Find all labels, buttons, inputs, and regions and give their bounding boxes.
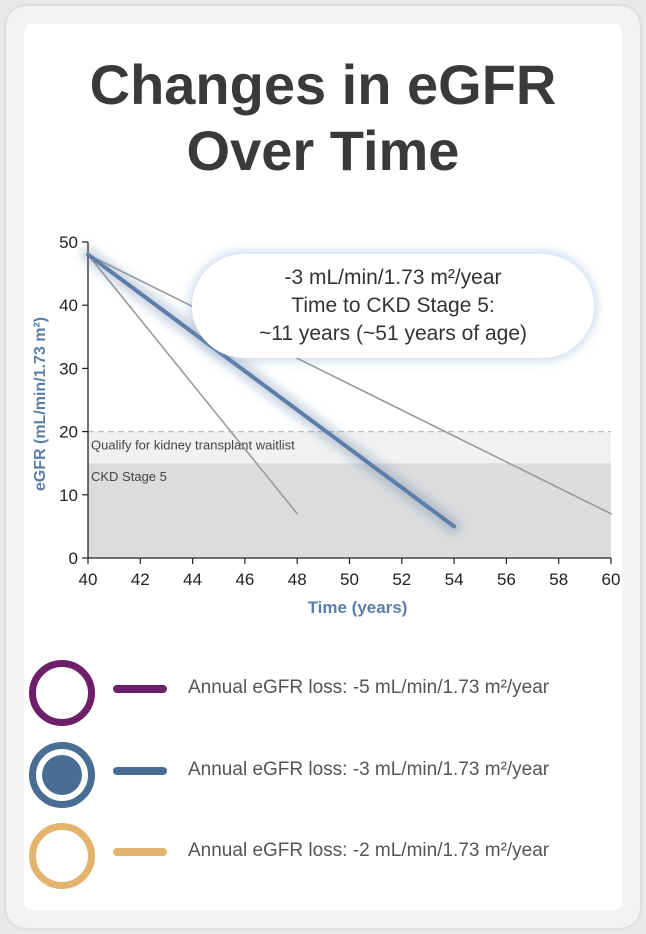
band-label-0: Qualify for kidney transplant waitlist	[91, 438, 295, 453]
y-tick-label: 40	[59, 296, 78, 315]
band-label-1: CKD Stage 5	[91, 469, 167, 484]
legend-label: Annual eGFR loss: -2 mL/min/1.73 m²/year	[188, 840, 550, 861]
y-tick-label: 0	[69, 549, 78, 568]
x-tick-label: 46	[235, 570, 254, 589]
legend-line-swatch	[113, 685, 167, 693]
series-line-1	[87, 253, 612, 515]
y-axis-label: eGFR (mL/min/1.73 m²)	[32, 317, 49, 491]
legend-label: Annual eGFR loss: -3 mL/min/1.73 m²/year	[188, 759, 550, 780]
callout-time: ~11 years (~51 years of age)	[258, 322, 528, 345]
title-line-1: Changes in eGFR	[89, 53, 557, 116]
legend-item-2: Annual eGFR loss: -2 mL/min/1.73 m²/year	[26, 821, 626, 891]
callout-stage-label: Time to CKD Stage 5:	[291, 294, 495, 317]
series-line-2	[86, 252, 457, 529]
legend-ring-icon	[29, 742, 95, 808]
legend-line-swatch	[113, 767, 167, 775]
x-tick-label: 60	[602, 570, 621, 589]
egfr-chart: Qualify for kidney transplant waitlist CK…	[32, 233, 621, 617]
legend-item-5: Annual eGFR loss: -5 mL/min/1.73 m²/year	[26, 658, 626, 728]
legend-dot-icon	[42, 755, 82, 795]
x-tick-label: 40	[79, 570, 98, 589]
x-tick-label: 50	[340, 570, 359, 589]
title-line-2: Over Time	[186, 119, 460, 182]
legend-label: Annual eGFR loss: -5 mL/min/1.73 m²/year	[188, 677, 550, 698]
x-axis-label: Time (years)	[308, 598, 408, 617]
y-tick-label: 30	[59, 359, 78, 378]
band-1	[88, 463, 611, 558]
legend-line-swatch	[113, 848, 167, 856]
x-tick-label: 48	[288, 570, 307, 589]
legend-item-3: Annual eGFR loss: -3 mL/min/1.73 m²/year	[26, 740, 626, 810]
callout-rate: -3 mL/min/1.73 m²/year	[284, 266, 502, 289]
x-tick-label: 54	[445, 570, 464, 589]
y-tick-label: 20	[59, 423, 78, 442]
x-tick-label: 42	[131, 570, 150, 589]
legend-ring-icon	[29, 823, 95, 889]
x-tick-label: 44	[183, 570, 202, 589]
series-line-0	[87, 253, 299, 515]
x-tick-label: 56	[497, 570, 516, 589]
x-tick-label: 52	[392, 570, 411, 589]
legend-ring-icon	[29, 660, 95, 726]
page-title: Changes in eGFR Over Time	[0, 52, 646, 184]
y-tick-label: 10	[59, 486, 78, 505]
callout-bubble: -3 mL/min/1.73 m²/year Time to CKD Stage…	[192, 254, 594, 358]
x-tick-label: 58	[549, 570, 568, 589]
y-tick-label: 50	[59, 233, 78, 252]
